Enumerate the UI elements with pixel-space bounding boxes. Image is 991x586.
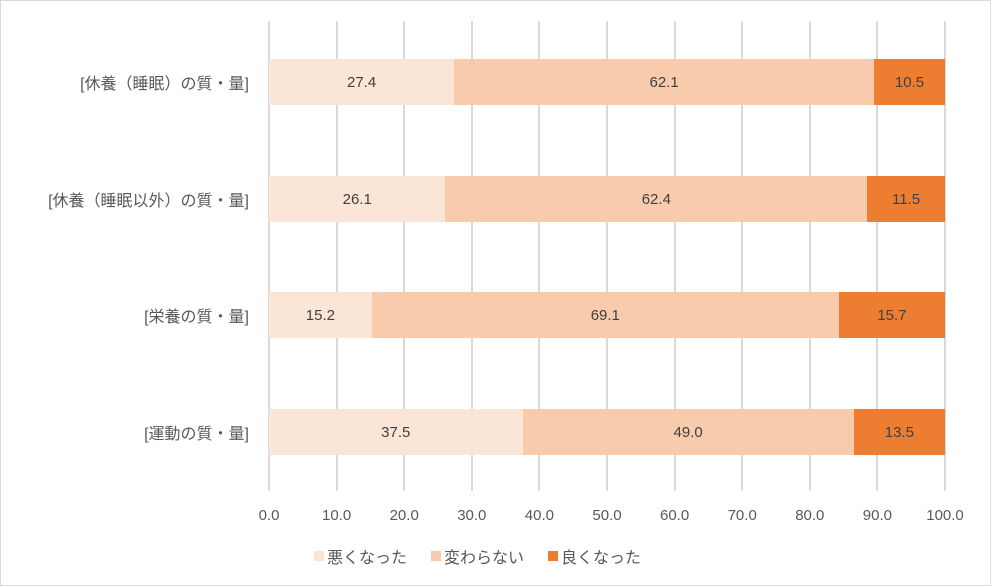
bar-segment: 37.5 — [269, 409, 523, 455]
x-tick-label: 0.0 — [258, 507, 280, 524]
gridline — [335, 21, 338, 491]
x-tick-label: 60.0 — [659, 507, 690, 524]
legend-label: 変わらない — [444, 550, 525, 567]
gridline — [538, 21, 541, 491]
x-tick-label: 40.0 — [524, 507, 554, 524]
legend-swatch — [314, 551, 324, 561]
gridline — [470, 21, 473, 491]
bar-segment: 11.5 — [867, 176, 945, 222]
bar-segment: 62.1 — [454, 59, 874, 105]
gridline — [673, 21, 676, 491]
stacked-bar: 37.5 49.0 13.5 — [269, 409, 945, 455]
category-label: [栄養の質・量] — [144, 309, 249, 326]
bar-segment: 49.0 — [522, 409, 854, 455]
x-tick-label: 50.0 — [592, 507, 622, 524]
category-label: [休養（睡眠以外）の質・量] — [48, 193, 249, 210]
gridline — [944, 21, 946, 491]
plot-area: 27.4 62.1 10.5 26.1 62.4 11.5 15.2 69.1 15.7 37.5… — [268, 21, 946, 491]
legend-item: 良くなった — [548, 544, 641, 568]
bar-segment: 27.4 — [269, 59, 455, 105]
x-tick-label: 90.0 — [862, 507, 892, 524]
category-label: [運動の質・量] — [144, 426, 249, 443]
legend-item: 悪くなった — [314, 544, 407, 568]
legend-swatch — [548, 551, 559, 561]
gridline — [268, 21, 270, 491]
legend: 悪くなった 変わらない 良くなった — [314, 544, 641, 568]
gridline — [741, 21, 744, 491]
category-label: [休養（睡眠）の質・量] — [80, 76, 249, 93]
x-tick-label: 100.0 — [926, 507, 964, 524]
bar-segment: 13.5 — [853, 409, 945, 455]
stacked-bar: 15.2 69.1 15.7 — [269, 292, 945, 338]
bar-segment: 26.1 — [269, 176, 446, 222]
gridline — [876, 21, 879, 491]
legend-swatch — [431, 551, 442, 561]
bar-segment: 69.1 — [371, 292, 839, 338]
legend-item: 変わらない — [431, 544, 524, 568]
x-tick-label: 10.0 — [321, 507, 352, 524]
gridline — [808, 21, 811, 491]
x-tick-label: 70.0 — [727, 507, 757, 524]
bar-segment: 62.4 — [445, 176, 868, 222]
legend-label: 悪くなった — [327, 550, 408, 567]
x-tick-label: 30.0 — [457, 507, 487, 524]
x-tick-label: 20.0 — [389, 507, 419, 524]
bar-segment: 15.7 — [838, 292, 945, 338]
bar-segment: 15.2 — [269, 292, 372, 338]
x-tick-label: 80.0 — [795, 507, 825, 524]
bar-segment: 10.5 — [874, 59, 945, 105]
stacked-bar: 27.4 62.1 10.5 — [269, 59, 945, 105]
stacked-bar: 26.1 62.4 11.5 — [269, 176, 945, 222]
gridline — [606, 21, 608, 491]
legend-label: 良くなった — [561, 550, 642, 567]
gridline — [403, 21, 406, 491]
